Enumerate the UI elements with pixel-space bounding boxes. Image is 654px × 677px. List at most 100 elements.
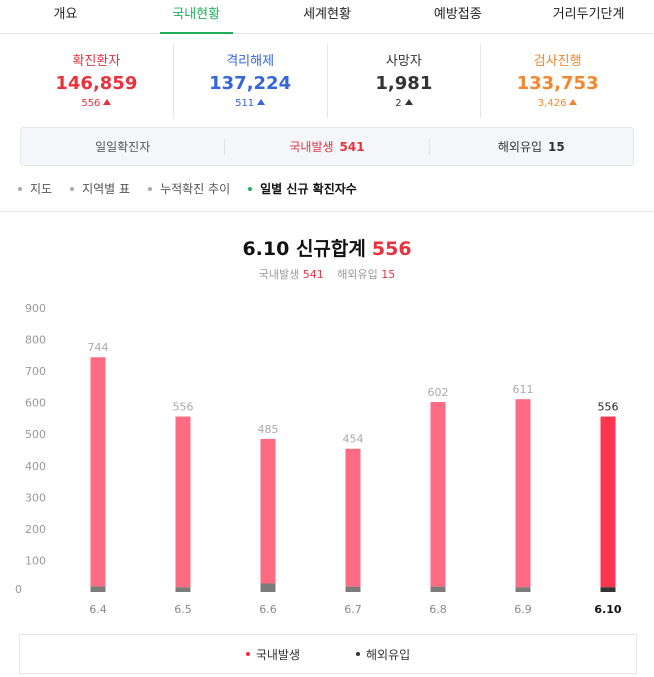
bullet-icon (18, 186, 22, 191)
bullet-icon (148, 186, 153, 191)
y-tick-label: 800 (25, 334, 46, 347)
stat-value: 137,224 (209, 73, 292, 94)
bar-domestic (430, 402, 446, 587)
up-arrow-icon (257, 99, 266, 105)
stat-deaths: 사망자 1,981 2 (326, 44, 481, 118)
bar-total-label: 611 (513, 383, 534, 396)
view-label: 지역별 표 (82, 182, 131, 196)
y-tick-label: 900 (25, 302, 46, 315)
tab-world[interactable]: 세계현황 (303, 7, 351, 22)
y-tick-label: 100 (25, 554, 46, 567)
legend-item-domestic[interactable]: 국내발생 (245, 646, 300, 663)
legend-label: 국내발생 (255, 647, 300, 662)
stat-change-value: 511 (235, 98, 255, 109)
stat-label: 검사진행 (533, 54, 582, 69)
x-tick-label: 6.10 (594, 603, 621, 616)
bar-domestic (175, 416, 191, 588)
up-arrow-icon (404, 99, 413, 105)
x-tick-label: 6.5 (174, 603, 192, 616)
bar-domestic (90, 357, 106, 587)
bar-total-label: 744 (88, 341, 109, 354)
view-label: 지도 (30, 182, 53, 196)
main-tabs: 개요 국내현황 세계현황 예방접종 거리두기단계 (0, 0, 654, 34)
x-tick-label: 6.4 (89, 603, 107, 616)
legend-label: 해외유입 (366, 647, 411, 662)
x-tick-label: 6.6 (259, 603, 277, 616)
legend-dot-icon (245, 652, 250, 656)
daily-confirmed-bar: 일일확진자 국내발생 541 해외유입 15 (20, 127, 634, 166)
bar-total-label: 485 (258, 423, 279, 436)
bar-domestic (600, 416, 616, 588)
stat-change-value: 556 (81, 98, 101, 109)
up-arrow-icon (569, 99, 578, 105)
stat-change-value: 3,426 (537, 98, 567, 109)
daily-overseas: 해외유입 15 (428, 138, 633, 155)
stat-released: 격리해제 137,224 511 (172, 44, 327, 118)
stat-value: 146,859 (55, 73, 138, 94)
y-tick-label: 600 (25, 397, 46, 410)
view-daily-new[interactable]: 일별 신규 확진자수 (248, 180, 357, 197)
daily-domestic-value: 541 (339, 139, 365, 154)
stat-change: 556 (20, 98, 173, 109)
daily-label: 일일확진자 (95, 139, 151, 154)
section-divider (0, 211, 654, 212)
bar-overseas (175, 587, 191, 592)
view-cumulative-trend[interactable]: 누적확진 추이 (148, 180, 230, 197)
stat-change: 2 (328, 98, 481, 109)
tab-overview[interactable]: 개요 (53, 7, 78, 22)
up-arrow-icon (103, 99, 112, 105)
y-tick-label: 500 (25, 428, 46, 441)
bar-total-label: 556 (598, 401, 619, 414)
tab-distancing[interactable]: 거리두기단계 (552, 7, 625, 22)
daily-overseas-value: 15 (548, 139, 565, 154)
x-tick-label: 6.8 (429, 603, 447, 616)
y-tick-label: 400 (25, 460, 46, 473)
y-tick-label: 0 (15, 583, 22, 596)
y-tick-label: 700 (25, 365, 46, 378)
chart-legend: 국내발생 해외유입 (19, 634, 637, 674)
stat-change: 3,426 (481, 98, 634, 109)
stat-label: 사망자 (385, 54, 422, 69)
stat-label: 격리해제 (226, 54, 275, 69)
stat-change-value: 2 (395, 98, 402, 109)
legend-item-overseas[interactable]: 해외유입 (356, 646, 410, 663)
bar-total-label: 556 (173, 401, 194, 414)
view-label: 누적확진 추이 (160, 182, 231, 196)
bar-total-label: 602 (428, 386, 449, 399)
chart-subtitle: 국내발생 541 해외유입 15 (0, 266, 654, 282)
y-tick-label: 200 (25, 523, 46, 536)
chart-title-text: 6.10 신규합계 (242, 238, 366, 260)
bullet-icon (70, 186, 75, 191)
bar-total-label: 454 (343, 433, 364, 446)
daily-bar-chart: 0 100 200 300 400 500 600 700 800 900 744 6.4 556 6.5… (15, 302, 622, 616)
stat-value: 133,753 (516, 73, 599, 94)
y-tick-label: 300 (25, 491, 46, 504)
stat-change: 511 (174, 98, 327, 109)
tab-domestic[interactable]: 국내현황 (131, 0, 262, 34)
subtitle-overseas-value: 15 (381, 268, 396, 281)
bar-domestic (345, 448, 361, 587)
subtitle-domestic-value: 541 (302, 268, 324, 281)
x-tick-label: 6.7 (344, 603, 362, 616)
bullet-icon (248, 186, 253, 191)
view-region-table[interactable]: 지역별 표 (70, 180, 130, 197)
tab-vaccination[interactable]: 예방접종 (433, 7, 482, 22)
chart-title-sum: 556 (371, 238, 412, 260)
bar-overseas (600, 587, 616, 592)
bar-overseas (430, 586, 446, 592)
daily-domestic-label: 국내발생 (289, 139, 334, 154)
subtitle-domestic-label: 국내발생 (258, 268, 300, 281)
subtitle-overseas-label: 해외유입 (337, 268, 378, 281)
daily-domestic: 국내발생 541 (224, 138, 428, 155)
chart-title: 6.10 신규합계 556 (0, 234, 654, 261)
bar-domestic (515, 399, 531, 588)
stat-confirmed: 확진환자 146,859 556 (20, 44, 173, 118)
view-map[interactable]: 지도 (18, 180, 52, 197)
bar-overseas (345, 586, 361, 592)
stats-summary: 확진환자 146,859 556 격리해제 137,224 511 사망자 1,… (20, 44, 634, 118)
bar-overseas (90, 586, 106, 592)
stat-value: 1,981 (375, 73, 433, 94)
daily-overseas-label: 해외유입 (497, 139, 543, 154)
legend-dot-icon (356, 652, 360, 656)
bar-domestic (260, 438, 276, 584)
